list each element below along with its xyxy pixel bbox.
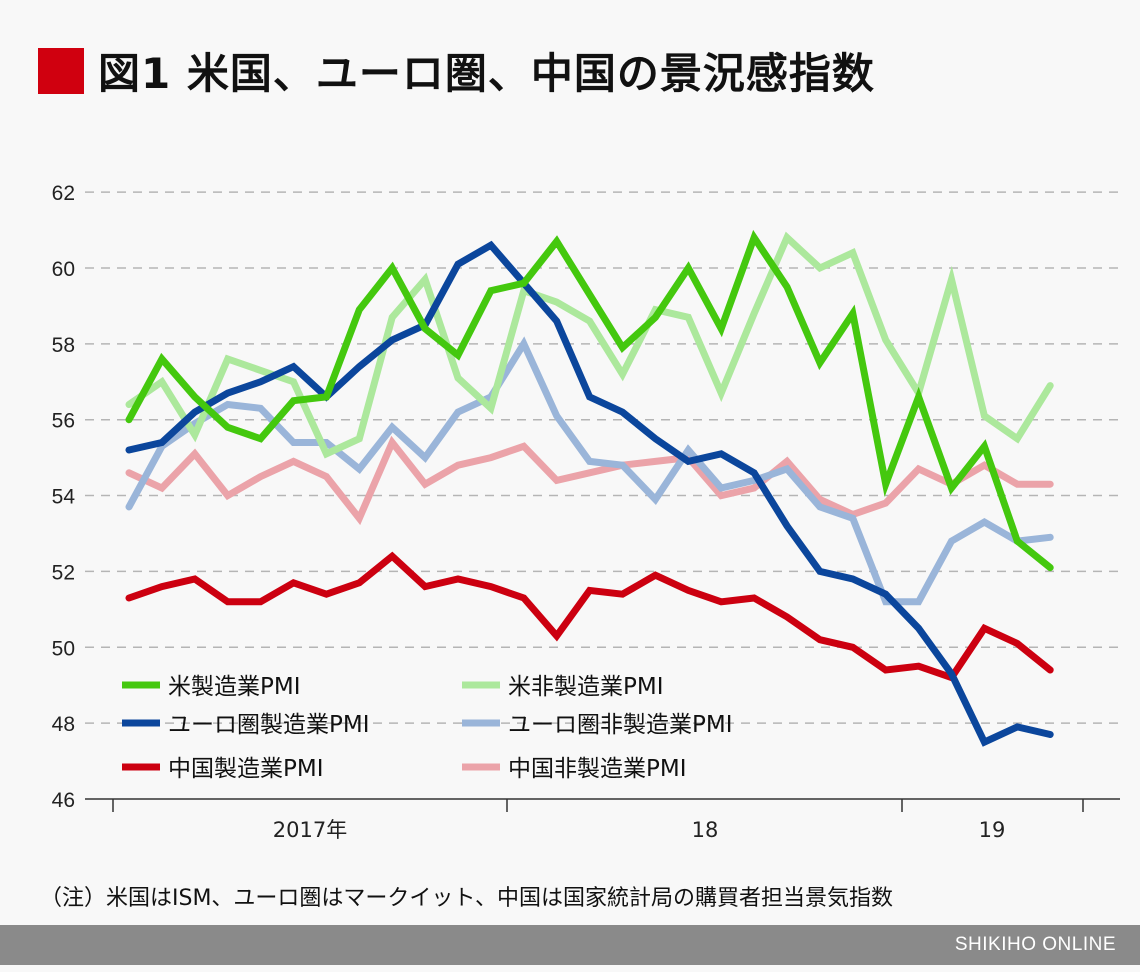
series-line [125, 231, 1054, 459]
series-line [125, 435, 1054, 526]
chart-title: 図1 米国、ユーロ圏、中国の景況感指数 [98, 49, 875, 98]
legend-label: ユーロ圏製造業PMI [168, 712, 370, 738]
legend-label: 米非製造業PMI [508, 674, 664, 700]
y-tick-label: 62 [52, 182, 75, 205]
title-mark [38, 48, 84, 94]
y-tick-label: 50 [52, 637, 75, 660]
legend-label: 米製造業PMI [168, 674, 301, 700]
series-line [125, 240, 1054, 747]
y-tick-label: 52 [52, 561, 75, 584]
line-chart: 46 48 50 52 54 56 58 60 62 2017年 18 19 米製造業PMI 米非製造… [52, 182, 1120, 842]
chart-note: （注）米国はISM、ユーロ圏はマークイット、中国は国家統計局の購買者担当景気指数 [40, 886, 893, 911]
y-tick-label: 60 [52, 258, 75, 281]
y-tick-label: 54 [52, 486, 76, 509]
legend-label: 中国非製造業PMI [508, 756, 687, 782]
y-tick-label: 56 [52, 410, 75, 433]
legend-label: ユーロ圏非製造業PMI [508, 712, 733, 738]
x-tick-label: 2017年 [273, 818, 347, 842]
y-tick-label: 46 [52, 789, 75, 812]
legend-label: 中国製造業PMI [168, 756, 324, 782]
x-tick-label: 19 [979, 818, 1006, 842]
series-line [125, 551, 1054, 682]
x-tick-label: 18 [692, 818, 719, 842]
y-tick-label: 48 [52, 713, 75, 736]
footer-brand: SHIKIHO ONLINE [954, 934, 1116, 955]
series-line [125, 229, 1054, 572]
y-tick-label: 58 [52, 334, 75, 357]
footer-bar: SHIKIHO ONLINE [0, 925, 1140, 965]
